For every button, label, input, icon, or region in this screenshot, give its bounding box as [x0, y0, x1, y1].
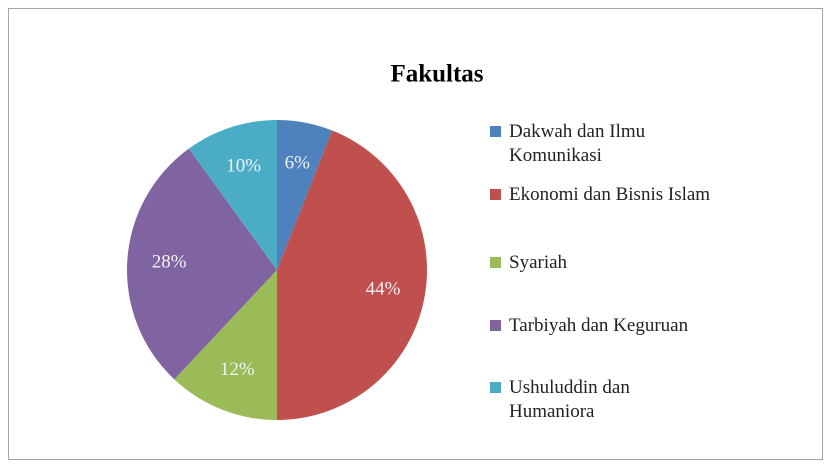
legend-item: Ekonomi dan Bisnis Islam [490, 183, 710, 207]
legend-swatch [490, 320, 501, 331]
legend-item: Tarbiyah dan Keguruan [490, 314, 688, 338]
legend-label: Tarbiyah dan Keguruan [509, 315, 689, 336]
legend-label: Syariah [509, 252, 568, 273]
slice-label: 28% [152, 252, 187, 273]
legend-item: Dakwah dan Ilmu Komunikasi [490, 120, 645, 168]
pie-slice [126, 148, 277, 380]
chart-title: Fakultas [390, 61, 483, 88]
legend-item: Ushuluddin dan Humaniora [490, 376, 630, 424]
legend-swatch [490, 257, 501, 268]
legend-label: Dakwah dan Ilmu Komunikasi [509, 121, 646, 166]
legend-label: Ekonomi dan Bisnis Islam [509, 184, 711, 205]
pie-slice [174, 270, 277, 421]
legend-item: Syariah [490, 251, 567, 275]
pie-slice [277, 130, 428, 421]
legend-label: Ushuluddin dan Humaniora [509, 377, 630, 422]
pie-slice [277, 120, 333, 270]
chart-frame [8, 8, 823, 460]
slice-label: 10% [226, 156, 261, 177]
slice-label: 6% [285, 152, 311, 173]
legend-swatch [490, 382, 501, 393]
pie-slice [188, 120, 277, 270]
slice-label: 12% [220, 359, 255, 380]
legend-swatch [490, 126, 501, 137]
legend-swatch [490, 189, 501, 200]
slice-label: 44% [366, 279, 401, 300]
